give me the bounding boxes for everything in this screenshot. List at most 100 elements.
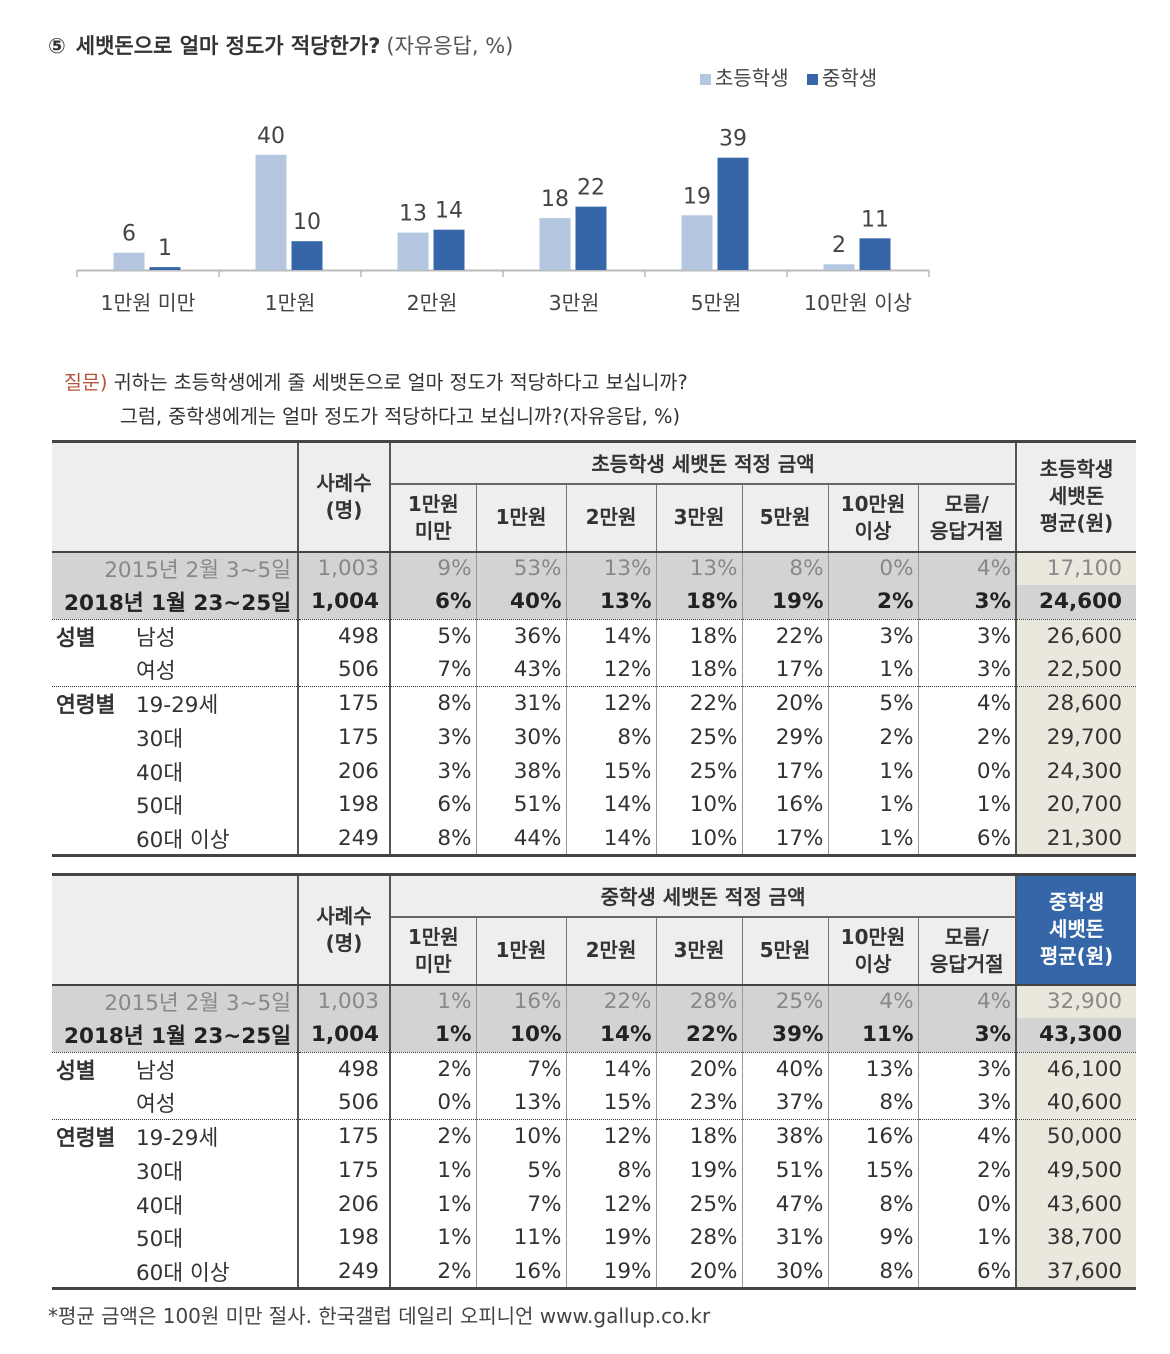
percent-cell: 29% bbox=[742, 720, 829, 755]
row-label: 2018년 1월 23~25일 bbox=[52, 1018, 299, 1053]
row-subgroup: 50대 bbox=[136, 794, 184, 820]
case-count-cell: 506 bbox=[298, 1085, 391, 1120]
bar-middle bbox=[149, 267, 181, 270]
percent-cell: 7% bbox=[390, 652, 477, 687]
percent-cell: 6% bbox=[918, 1254, 1018, 1291]
percent-cell: 2% bbox=[390, 1051, 477, 1086]
row-subgroup: 50대 bbox=[136, 1227, 184, 1253]
percent-cell: 1% bbox=[918, 788, 1017, 822]
percent-cell: 38% bbox=[476, 754, 567, 789]
percent-cell: 10% bbox=[656, 821, 743, 858]
percent-cell: 6% bbox=[918, 821, 1017, 858]
row-label: 여성 bbox=[52, 652, 299, 687]
percent-cell: 25% bbox=[656, 754, 743, 789]
percent-cell: 47% bbox=[742, 1187, 829, 1222]
percent-cell: 17% bbox=[742, 652, 829, 687]
x-tick-label: 2만원 bbox=[407, 291, 458, 315]
percent-cell: 2% bbox=[918, 720, 1017, 755]
percent-cell: 23% bbox=[656, 1085, 743, 1120]
percent-cell: 18% bbox=[656, 618, 743, 653]
table-row: 40대 206 1% 7% 12% 25% 47% 8% 0% 43,600 bbox=[52, 1187, 1137, 1222]
percent-cell: 3% bbox=[390, 754, 477, 789]
percent-cell: 1% bbox=[828, 788, 919, 822]
column-header: 5만원 bbox=[742, 916, 829, 986]
table-row: 성별 남성 498 5% 36% 14% 18% 22% 3% 3% 26,600 bbox=[52, 618, 1136, 653]
column-header: 10만원 이상 bbox=[828, 916, 919, 986]
row-subgroup: 40대 bbox=[136, 1193, 184, 1219]
percent-cell: 2% bbox=[828, 720, 919, 755]
percent-cell: 40% bbox=[742, 1051, 829, 1086]
legend-item-middle: 중학생 bbox=[806, 62, 877, 91]
case-count-cell: 249 bbox=[298, 1254, 391, 1291]
question-label: 질문) bbox=[64, 371, 108, 394]
percent-cell: 25% bbox=[656, 720, 743, 755]
percent-cell: 19% bbox=[566, 1254, 657, 1291]
table-row: 연령별 19-29세 175 8% 31% 12% 22% 20% 5% 4% 28,600 bbox=[52, 686, 1136, 721]
percent-cell: 30% bbox=[476, 720, 567, 755]
percent-cell: 20% bbox=[742, 686, 829, 721]
bar-middle bbox=[433, 229, 465, 270]
case-count-cell: 1,004 bbox=[298, 585, 391, 620]
percent-cell: 13% bbox=[656, 551, 743, 586]
column-header: 10만원 이상 bbox=[828, 483, 919, 553]
percent-cell: 19% bbox=[742, 585, 829, 620]
case-count-cell: 175 bbox=[298, 686, 391, 721]
row-label: 연령별 19-29세 bbox=[52, 1119, 299, 1154]
column-header: 1만원 bbox=[476, 483, 567, 553]
percent-cell: 8% bbox=[566, 720, 657, 755]
percent-cell: 4% bbox=[828, 984, 919, 1019]
percent-cell: 40% bbox=[476, 585, 567, 620]
data-label-elementary: 2 bbox=[832, 233, 846, 258]
percent-cell: 22% bbox=[656, 686, 743, 721]
percent-cell: 16% bbox=[742, 788, 829, 822]
average-cell: 28,600 bbox=[1016, 686, 1136, 721]
percent-cell: 38% bbox=[742, 1119, 829, 1154]
data-label-middle: 11 bbox=[861, 207, 889, 232]
question-line-2: 그럼, 중학생에게는 얼마 정도가 적당하다고 보십니까?(자유응답, %) bbox=[120, 400, 680, 429]
percent-cell: 12% bbox=[566, 686, 657, 721]
percent-cell: 10% bbox=[656, 788, 743, 822]
column-header: 2만원 bbox=[566, 483, 657, 553]
percent-cell: 13% bbox=[566, 585, 657, 620]
percent-cell: 15% bbox=[828, 1153, 919, 1188]
average-cell: 20,700 bbox=[1016, 788, 1136, 822]
percent-cell: 22% bbox=[656, 1018, 743, 1053]
case-count-cell: 175 bbox=[298, 1153, 391, 1188]
legend-swatch-elementary bbox=[700, 74, 711, 85]
table-row: 성별 남성 498 2% 7% 14% 20% 40% 13% 3% 46,100 bbox=[52, 1051, 1137, 1086]
row-category: 연령별 bbox=[56, 693, 116, 719]
percent-cell: 13% bbox=[476, 1085, 567, 1120]
table-row: 2015년 2월 3~5일 1,003 1% 16% 22% 28% 25% 4% 4% 32,9… bbox=[52, 984, 1137, 1019]
percent-cell: 16% bbox=[476, 984, 567, 1019]
bar-elementary bbox=[255, 154, 287, 270]
percent-cell: 1% bbox=[390, 984, 477, 1019]
x-tick-label: 3만원 bbox=[549, 291, 600, 315]
case-count-cell: 206 bbox=[298, 754, 391, 789]
percent-cell: 8% bbox=[742, 551, 829, 586]
percent-cell: 12% bbox=[566, 652, 657, 687]
percent-cell: 14% bbox=[566, 1018, 657, 1053]
row-label: 60대 이상 bbox=[52, 1254, 299, 1291]
average-cell: 43,600 bbox=[1016, 1187, 1137, 1222]
percent-cell: 28% bbox=[656, 1221, 743, 1255]
row-label: 30대 bbox=[52, 1153, 299, 1188]
average-cell: 49,500 bbox=[1016, 1153, 1137, 1188]
row-label: 2015년 2월 3~5일 bbox=[52, 551, 299, 586]
percent-cell: 7% bbox=[476, 1051, 567, 1086]
question-text-1: 귀하는 초등학생에게 줄 세뱃돈으로 얼마 정도가 적당하다고 보십니까? bbox=[113, 371, 688, 394]
data-label-middle: 1 bbox=[158, 236, 172, 261]
percent-cell: 1% bbox=[390, 1221, 477, 1255]
percent-cell: 25% bbox=[656, 1187, 743, 1222]
table-row: 여성 506 7% 43% 12% 18% 17% 1% 3% 22,500 bbox=[52, 652, 1136, 687]
table-row: 50대 198 6% 51% 14% 10% 16% 1% 1% 20,700 bbox=[52, 788, 1136, 822]
percent-cell: 6% bbox=[390, 788, 477, 822]
bar-middle bbox=[859, 238, 891, 270]
case-count-cell: 206 bbox=[298, 1187, 391, 1222]
percent-cell: 3% bbox=[918, 618, 1017, 653]
column-header: 모름/응답거절 bbox=[918, 483, 1016, 553]
data-label-elementary: 6 bbox=[122, 222, 136, 247]
case-count-cell: 1,004 bbox=[298, 1018, 391, 1053]
percent-cell: 10% bbox=[476, 1018, 567, 1053]
row-subgroup: 19-29세 bbox=[136, 693, 219, 719]
row-label: 연령별 19-29세 bbox=[52, 686, 299, 721]
